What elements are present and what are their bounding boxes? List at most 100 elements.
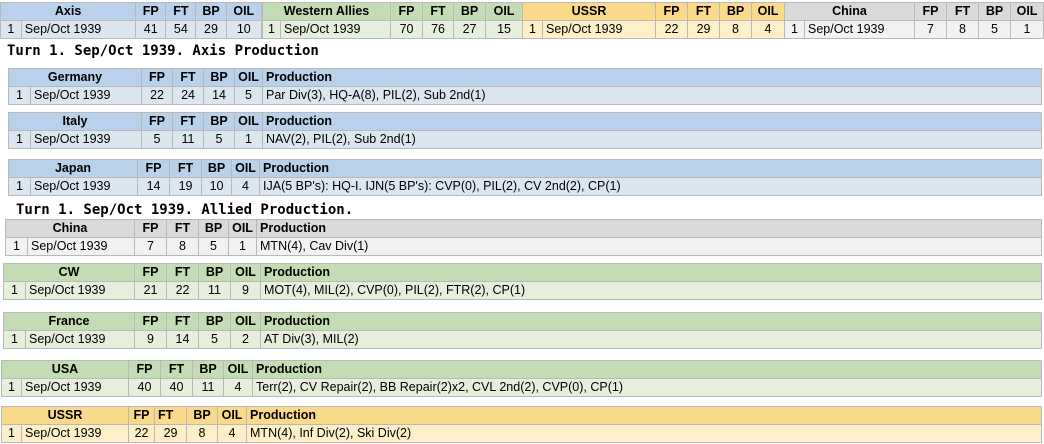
bp-cell: 5 bbox=[198, 330, 231, 349]
ft-cell: 22 bbox=[166, 281, 200, 300]
summary-axis-name: Axis bbox=[0, 2, 137, 21]
oil-cell: 1 bbox=[1010, 20, 1044, 39]
fp-header: FP bbox=[141, 112, 174, 131]
ft-cell: 8 bbox=[946, 20, 980, 39]
fp-header: FP bbox=[134, 219, 168, 238]
ft-cell: 40 bbox=[160, 378, 193, 397]
oil-header: OIL bbox=[217, 406, 248, 425]
fp-cell: 5 bbox=[141, 130, 174, 149]
turn-cell: 1 bbox=[3, 330, 26, 349]
oil-header: OIL bbox=[230, 263, 262, 282]
bp-header: BP bbox=[195, 2, 227, 21]
oil-header: OIL bbox=[225, 2, 263, 21]
production-cell: Terr(2), CV Repair(2), BB Repair(2)x2, C… bbox=[252, 378, 1042, 397]
bp-cell: 11 bbox=[198, 281, 232, 300]
date-cell: Sep/Oct 1939 bbox=[803, 20, 916, 39]
bp-header: BP bbox=[453, 2, 487, 21]
fp-cell: 70 bbox=[390, 20, 424, 39]
summary-wa-name: Western Allies bbox=[261, 2, 392, 21]
ft-header: FT bbox=[166, 219, 200, 238]
nation-name: USSR bbox=[0, 406, 130, 425]
bp-cell: 5 bbox=[203, 130, 236, 149]
oil-header: OIL bbox=[231, 159, 261, 178]
production-cell: Par Div(3), HQ-A(8), PIL(2), Sub 2nd(1) bbox=[262, 86, 1042, 105]
bp-header: BP bbox=[978, 2, 1012, 21]
turn-cell: 1 bbox=[1, 424, 22, 443]
bp-cell: 14 bbox=[203, 86, 236, 105]
turn-cell: 1 bbox=[8, 130, 31, 149]
production-cell: MOT(4), MIL(2), CVP(0), PIL(2), FTR(2), … bbox=[260, 281, 1042, 300]
turn-cell: 1 bbox=[784, 20, 805, 39]
oil-header: OIL bbox=[751, 2, 786, 21]
ft-cell: 76 bbox=[422, 20, 455, 39]
fp-header: FP bbox=[914, 2, 948, 21]
summary-axis: Axis FP FT BP OIL 1 Sep/Oct 1939 41 54 2… bbox=[0, 2, 263, 39]
usa-production-table: USA FP FT BP OIL Production 1 Sep/Oct 19… bbox=[1, 360, 1042, 397]
date-cell: Sep/Oct 1939 bbox=[25, 330, 135, 349]
oil-cell: 15 bbox=[485, 20, 524, 39]
oil-header: OIL bbox=[234, 68, 264, 87]
date-cell: Sep/Oct 1939 bbox=[20, 424, 130, 443]
oil-cell: 4 bbox=[751, 20, 786, 39]
production-cell: AT Div(3), MIL(2) bbox=[260, 330, 1042, 349]
oil-header: OIL bbox=[223, 360, 253, 379]
nation-name: Italy bbox=[7, 112, 143, 131]
oil-header: OIL bbox=[485, 2, 524, 21]
date-cell: Sep/Oct 1939 bbox=[26, 237, 136, 256]
fp-cell: 41 bbox=[135, 20, 167, 39]
ft-cell: 29 bbox=[687, 20, 721, 39]
italy-production-table: Italy FP FT BP OIL Production 1 Sep/Oct … bbox=[7, 112, 1042, 149]
bp-header: BP bbox=[203, 112, 236, 131]
date-cell: Sep/Oct 1939 bbox=[29, 130, 143, 149]
ft-cell: 29 bbox=[154, 424, 188, 443]
allied-production-title: Turn 1. Sep/Oct 1939. Allied Production. bbox=[16, 202, 354, 218]
fp-cell: 40 bbox=[128, 378, 161, 397]
turn-cell: 1 bbox=[0, 20, 22, 39]
oil-header: OIL bbox=[1010, 2, 1044, 21]
production-cell: NAV(2), PIL(2), Sub 2nd(1) bbox=[262, 130, 1042, 149]
ft-header: FT bbox=[422, 2, 455, 21]
fp-cell: 7 bbox=[134, 237, 168, 256]
bp-header: BP bbox=[198, 263, 232, 282]
turn-cell: 1 bbox=[8, 86, 31, 105]
oil-header: OIL bbox=[230, 312, 261, 331]
ft-header: FT bbox=[687, 2, 721, 21]
fp-header: FP bbox=[655, 2, 689, 21]
bp-cell: 5 bbox=[978, 20, 1012, 39]
date-cell: Sep/Oct 1939 bbox=[279, 20, 392, 39]
production-header: Production bbox=[246, 406, 1042, 425]
production-cell: MTN(4), Cav Div(1) bbox=[256, 237, 1042, 256]
ft-header: FT bbox=[169, 159, 203, 178]
date-cell: Sep/Oct 1939 bbox=[24, 281, 136, 300]
fp-header: FP bbox=[134, 312, 167, 331]
ft-header: FT bbox=[154, 406, 188, 425]
ussr-production-table: USSR FP FT BP OIL Production 1 Sep/Oct 1… bbox=[0, 406, 1042, 443]
turn-cell: 1 bbox=[3, 281, 26, 300]
ft-header: FT bbox=[166, 263, 200, 282]
date-cell: Sep/Oct 1939 bbox=[29, 177, 139, 196]
date-cell: Sep/Oct 1939 bbox=[21, 378, 129, 397]
bp-header: BP bbox=[198, 312, 231, 331]
oil-cell: 2 bbox=[230, 330, 261, 349]
oil-cell: 4 bbox=[231, 177, 261, 196]
oil-cell: 4 bbox=[223, 378, 253, 397]
production-header: Production bbox=[260, 312, 1042, 331]
fp-cell: 9 bbox=[134, 330, 167, 349]
nation-name: USA bbox=[1, 360, 129, 379]
date-cell: Sep/Oct 1939 bbox=[20, 20, 137, 39]
fp-header: FP bbox=[390, 2, 424, 21]
summary-ussr-name: USSR bbox=[521, 2, 657, 21]
oil-cell: 4 bbox=[217, 424, 248, 443]
production-header: Production bbox=[262, 68, 1042, 87]
fp-header: FP bbox=[128, 406, 156, 425]
china-production-table: China FP FT BP OIL Production 1 Sep/Oct … bbox=[4, 219, 1042, 256]
fp-header: FP bbox=[137, 159, 171, 178]
bp-header: BP bbox=[719, 2, 753, 21]
nation-name: Germany bbox=[7, 68, 143, 87]
turn-cell: 1 bbox=[1, 378, 22, 397]
ft-header: FT bbox=[160, 360, 193, 379]
ft-cell: 54 bbox=[165, 20, 197, 39]
summary-china: China FP FT BP OIL 1 Sep/Oct 1939 7 8 5 … bbox=[783, 2, 1044, 39]
ft-cell: 24 bbox=[172, 86, 205, 105]
production-header: Production bbox=[260, 263, 1042, 282]
